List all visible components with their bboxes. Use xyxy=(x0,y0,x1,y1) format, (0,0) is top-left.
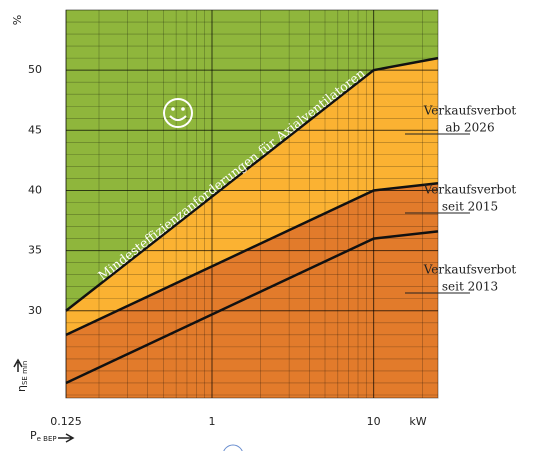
region-label: Verkaufsverbot xyxy=(423,104,517,118)
y-tick-label: 50 xyxy=(28,63,42,76)
axis-label: Pe BEP xyxy=(30,429,57,443)
axis-label: ηSE min xyxy=(15,361,29,392)
axis-symbol: P xyxy=(30,429,37,442)
regions xyxy=(66,10,438,398)
series-line xyxy=(65,56,439,312)
region xyxy=(66,183,438,398)
axis-symbol: η xyxy=(15,385,28,392)
region xyxy=(66,58,438,335)
x-tick-label: 1 xyxy=(208,415,215,428)
plot-frame xyxy=(65,9,439,399)
axis-subscript: e BEP xyxy=(37,435,57,443)
region-label: Verkaufsverbot xyxy=(423,263,517,277)
page-mark xyxy=(223,444,243,451)
grid xyxy=(65,9,439,399)
x-unit: kW xyxy=(409,415,426,428)
smiley-mouth xyxy=(169,115,187,121)
region-label: Verkaufsverbot xyxy=(423,183,517,197)
series-line xyxy=(65,230,439,385)
axis-subscript: SE min xyxy=(21,361,29,385)
smiley xyxy=(163,98,193,128)
region-label: ab 2026 xyxy=(445,121,494,135)
region xyxy=(66,10,438,311)
y-tick-label: 45 xyxy=(28,123,42,136)
lines xyxy=(65,56,439,385)
region-label: seit 2015 xyxy=(442,200,498,214)
region-label: seit 2013 xyxy=(442,280,498,294)
y-unit: % xyxy=(11,15,24,25)
smiley-eye xyxy=(181,107,185,111)
y-tick-label: 40 xyxy=(28,183,42,196)
x-tick-label: 10 xyxy=(367,415,381,428)
series-line xyxy=(65,182,439,336)
y-arrow xyxy=(13,358,23,372)
x-arrow xyxy=(58,433,75,443)
y-tick-label: 30 xyxy=(28,304,42,317)
smiley-eye xyxy=(171,107,175,111)
x-tick-label: 0.125 xyxy=(50,415,82,428)
y-tick-label: 35 xyxy=(28,244,42,257)
